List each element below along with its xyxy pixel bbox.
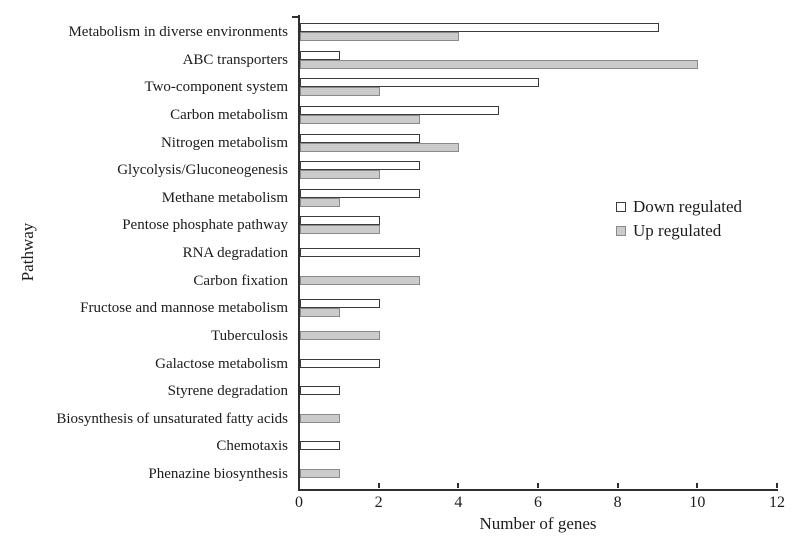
category-label: Methane metabolism (161, 189, 288, 206)
legend-label: Up regulated (633, 221, 722, 240)
x-tick-mark (776, 483, 778, 488)
bar-up-regulated (300, 59, 698, 69)
legend-label: Down regulated (633, 197, 743, 216)
category-label: Two-component system (144, 79, 288, 96)
bar-up-regulated (300, 114, 420, 124)
category-label: RNA degradation (182, 245, 288, 261)
category-label: Galactose metabolism (155, 355, 288, 372)
category-label: Fructose and mannose metabolism (80, 300, 288, 317)
category-label: Carbon metabolism (170, 106, 288, 123)
bar-down-regulated (300, 50, 340, 60)
x-tick-mark (377, 483, 380, 488)
x-axis-title: Number of genes (479, 514, 597, 533)
x-tick-label: 6 (534, 494, 542, 511)
category-label: Tuberculosis (211, 327, 288, 344)
x-tick-label: 2 (374, 494, 383, 511)
bar-down-regulated (300, 188, 420, 198)
category-label: Chemotaxis (216, 438, 288, 455)
bar-down-regulated (300, 441, 340, 451)
x-tick-mark (537, 483, 539, 488)
bar-up-regulated (300, 275, 420, 285)
category-label: Nitrogen metabolism (160, 134, 288, 151)
bar-up-regulated (300, 308, 340, 318)
category-label: Metabolism in diverse environments (68, 24, 288, 40)
bar-down-regulated (300, 299, 380, 309)
bar-up-regulated (300, 469, 340, 478)
category-label: Styrene degradation (167, 383, 288, 400)
x-tick-mark (298, 483, 300, 488)
x-tick-label: 4 (454, 494, 463, 511)
bar-up-regulated (300, 170, 380, 180)
bar-up-regulated (300, 87, 380, 97)
bar-up-regulated (300, 142, 459, 152)
bar-down-regulated (300, 161, 420, 171)
plot-area (300, 15, 778, 489)
bar-down-regulated (300, 386, 340, 396)
bar-up-regulated (300, 197, 340, 207)
category-axis-labels: Metabolism in diverse environments ABC tr… (0, 0, 293, 543)
bar-down-regulated (300, 248, 420, 257)
y-axis-line (298, 15, 300, 491)
legend-entry-down-regulated: Down regulated (616, 195, 742, 219)
bar-down-regulated (300, 105, 499, 115)
category-label: Biosynthesis of unsaturated fatty acids (56, 410, 288, 427)
bar-down-regulated (300, 23, 659, 32)
x-tick-label: 10 (689, 494, 706, 511)
bar-up-regulated (300, 413, 340, 423)
bar-down-regulated (300, 78, 539, 88)
x-axis-line (298, 489, 778, 491)
legend: Down regulated Up regulated (616, 195, 742, 243)
bar-up-regulated (300, 225, 380, 235)
category-label: ABC transporters (182, 51, 288, 68)
category-label: Glycolysis/Gluconeogenesis (117, 162, 288, 179)
x-tick-mark (696, 483, 699, 488)
bar-up-regulated (300, 330, 380, 340)
legend-entry-up-regulated: Up regulated (616, 219, 742, 243)
bar-down-regulated (300, 133, 420, 143)
x-tick-label: 8 (613, 494, 622, 511)
bar-down-regulated (300, 358, 380, 368)
bar-up-regulated (300, 32, 459, 41)
category-label: Carbon fixation (193, 272, 288, 289)
down-regulated-swatch-icon (616, 202, 626, 212)
bar-down-regulated (300, 216, 380, 226)
x-tick-label: 12 (769, 494, 785, 511)
y-axis-top-tick (292, 16, 298, 18)
up-regulated-swatch-icon (616, 226, 626, 236)
x-tick-mark (457, 483, 460, 488)
category-label: Phenazine biosynthesis (148, 466, 288, 482)
x-tick-label: 0 (295, 494, 303, 511)
category-label: Pentose phosphate pathway (122, 217, 288, 234)
x-tick-mark (616, 483, 619, 488)
